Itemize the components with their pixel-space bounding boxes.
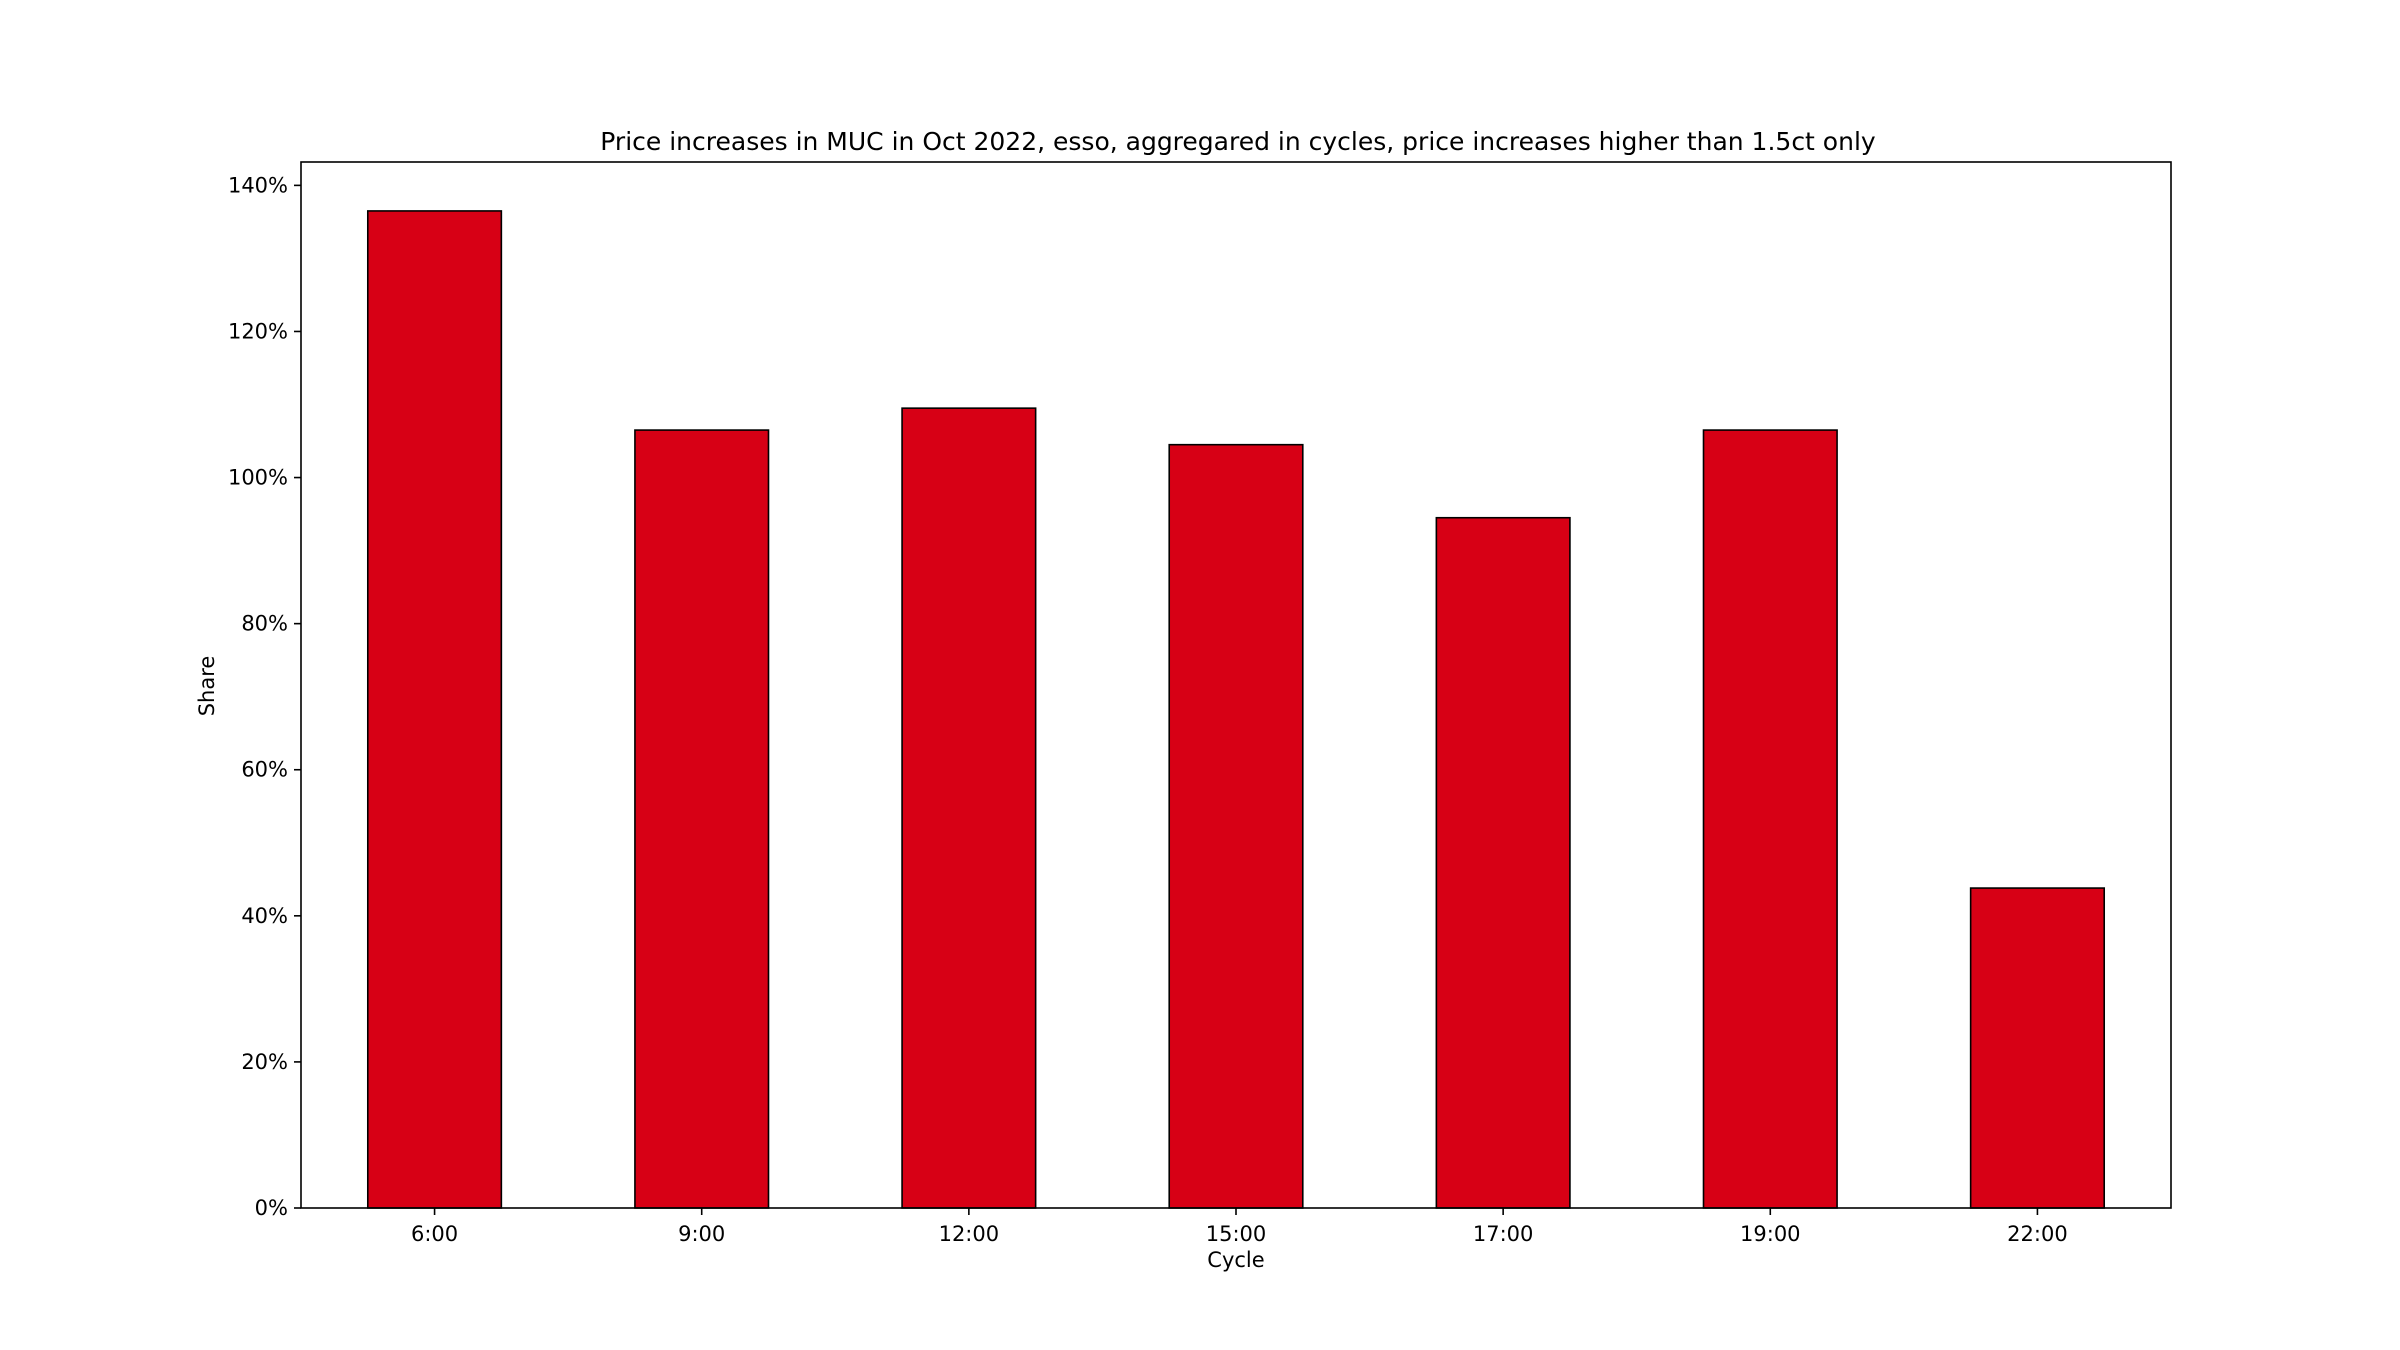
y-tick-label: 140% (228, 173, 288, 197)
bar-22:00 (1969, 887, 2106, 1209)
x-tick-label: 12:00 (939, 1222, 1000, 1246)
x-axis: 6:00 9:00 12:00 15:00 17:00 19:00 22:00 (411, 1208, 2068, 1246)
bars-group (366, 210, 2106, 1209)
y-tick-label: 120% (228, 319, 288, 343)
y-tick-label: 60% (241, 758, 288, 782)
x-axis-label: Cycle (1207, 1248, 1264, 1272)
y-tick-label: 0% (255, 1196, 288, 1220)
y-tick-label: 40% (241, 904, 288, 928)
x-tick-label: 19:00 (1740, 1222, 1801, 1246)
bar-12:00 (901, 407, 1037, 1209)
bar-9:00 (634, 429, 770, 1209)
bar-19:00 (1702, 429, 1838, 1209)
x-tick-label: 6:00 (411, 1222, 458, 1246)
chart-title: Price increases in MUC in Oct 2022, esso… (600, 127, 1876, 156)
y-axis: 0% 20% 40% 60% 80% 100% 120% 140% (228, 173, 301, 1220)
y-tick-label: 100% (228, 466, 288, 490)
y-axis-label: Share (195, 656, 219, 717)
x-tick-label: 22:00 (2007, 1222, 2068, 1246)
x-tick-label: 9:00 (678, 1222, 725, 1246)
y-tick-label: 80% (241, 612, 288, 636)
x-tick-label: 17:00 (1473, 1222, 1534, 1246)
bar-15:00 (1168, 443, 1304, 1209)
bar-6:00 (366, 210, 503, 1209)
x-tick-label: 15:00 (1206, 1222, 1267, 1246)
bar-17:00 (1435, 516, 1571, 1209)
y-tick-label: 20% (241, 1050, 288, 1074)
